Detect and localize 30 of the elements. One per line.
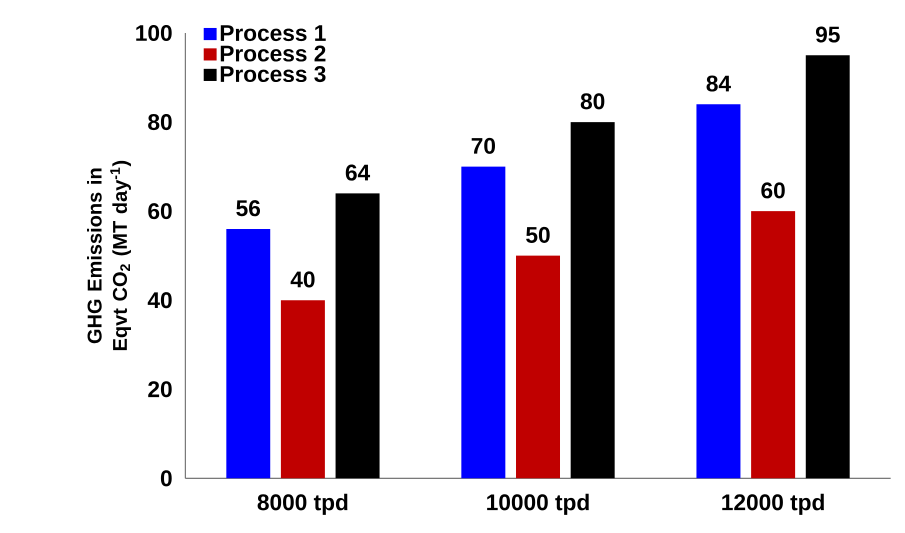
data-label: 60 [761, 182, 785, 198]
x-tick-label: 12000 tpd [722, 494, 824, 515]
y-tick-label: 40 [148, 292, 172, 308]
legend-label: Process 1 [220, 25, 326, 42]
bar [226, 228, 270, 478]
data-label: 56 [236, 200, 260, 216]
data-label: 80 [580, 93, 604, 110]
data-label: 95 [816, 26, 840, 43]
bar [751, 211, 796, 478]
bar [461, 166, 506, 478]
data-label: 50 [526, 226, 550, 243]
y-tick-label: 0 [160, 470, 172, 486]
data-label: 64 [346, 164, 370, 181]
y-tick-label: 60 [148, 203, 172, 220]
bar [570, 122, 615, 478]
y-tick-label: 20 [148, 381, 172, 398]
legend-label: Process 2 [220, 45, 326, 62]
x-tick-label: 8000 tpd [258, 494, 348, 515]
bar [336, 193, 380, 478]
bar [806, 55, 850, 478]
bar [696, 104, 740, 478]
legend-label: Process 3 [220, 66, 326, 82]
data-label: 40 [290, 271, 315, 288]
bar [280, 300, 325, 478]
y-tick-label: 100 [136, 24, 172, 42]
x-tick-label: 10000 tpd [487, 494, 589, 515]
bar [516, 256, 560, 478]
data-label: 70 [472, 138, 496, 154]
data-label: 84 [706, 75, 731, 92]
y-tick-label: 80 [148, 114, 172, 130]
